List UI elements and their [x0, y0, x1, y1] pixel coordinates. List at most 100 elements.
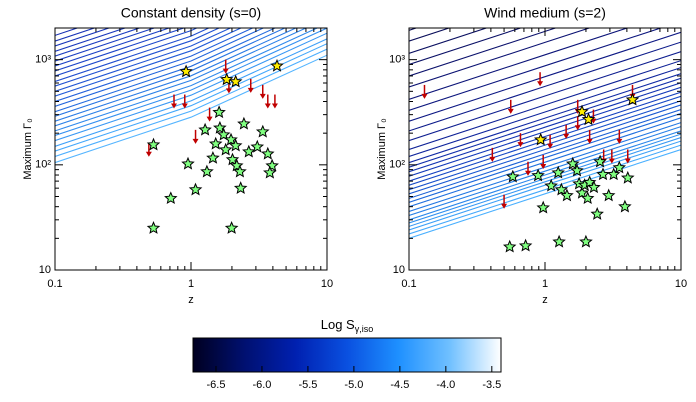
model-line — [409, 140, 681, 231]
model-line — [409, 28, 663, 111]
colorbar-tick-label: -3.5 — [482, 379, 501, 391]
chart-title: Constant density (s=0) — [121, 5, 261, 21]
x-tick-label: 1 — [542, 278, 548, 290]
star — [544, 178, 558, 192]
model-line — [409, 28, 591, 88]
star — [570, 163, 584, 177]
star — [580, 191, 595, 205]
x-tick-label: 10 — [675, 278, 687, 290]
model-line — [55, 32, 327, 142]
arrow-head — [563, 133, 570, 139]
bright-star — [625, 92, 640, 106]
bright-star — [228, 74, 243, 88]
star — [200, 164, 214, 178]
upper-limit — [264, 94, 271, 109]
x-axis-label: z — [188, 294, 194, 306]
y-axis-label: Maximum Γ₀ — [376, 118, 388, 179]
upper-limit — [507, 99, 514, 114]
model-line — [55, 28, 211, 83]
model-line — [409, 77, 681, 168]
star — [224, 221, 239, 234]
y-tick-label: 10 — [393, 264, 405, 276]
arrow-head — [421, 93, 428, 99]
arrow-head — [192, 138, 199, 144]
bright-star — [575, 104, 589, 118]
model-line — [409, 104, 681, 195]
model-line — [409, 112, 681, 203]
star — [593, 154, 607, 168]
colorbar-label-sub: γ,iso — [355, 324, 374, 334]
star — [212, 105, 226, 119]
x-tick-label: 10 — [321, 278, 333, 290]
x-tick-label: 1 — [188, 278, 194, 290]
arrow-head — [525, 170, 532, 176]
star — [146, 137, 161, 151]
bright-star — [219, 72, 234, 86]
star — [518, 238, 533, 252]
arrow-head — [271, 103, 278, 109]
star — [213, 120, 227, 134]
star — [181, 156, 195, 170]
upper-limit — [421, 84, 428, 99]
star — [579, 234, 593, 248]
upper-limit — [192, 129, 199, 144]
upper-limit — [537, 72, 544, 87]
upper-limit — [222, 59, 229, 74]
colorbar — [192, 337, 502, 373]
upper-limit — [501, 194, 508, 209]
arrow-head — [225, 88, 232, 94]
upper-limit — [624, 149, 631, 164]
upper-limit — [206, 107, 213, 122]
model-line — [55, 28, 254, 103]
model-line — [409, 133, 681, 224]
upper-limit — [616, 129, 623, 144]
star — [612, 160, 627, 174]
bright-star — [179, 64, 193, 78]
star — [206, 151, 220, 164]
star — [225, 152, 240, 166]
y-axis-label: Maximum Γ₀ — [22, 118, 34, 179]
star — [265, 158, 279, 172]
model-line — [55, 38, 327, 147]
star — [263, 165, 277, 179]
y-tick-label: 10³ — [389, 54, 405, 66]
star — [536, 200, 550, 214]
bright-star — [533, 132, 548, 146]
model-line — [409, 122, 681, 213]
upper-limit — [271, 94, 278, 109]
arrow-head — [624, 158, 631, 164]
model-line — [409, 28, 629, 100]
star — [554, 182, 569, 196]
model-line — [55, 28, 319, 132]
colorbar-tick-label: -5.5 — [298, 379, 317, 391]
x-tick-label: 0.1 — [401, 278, 416, 290]
model-line — [409, 136, 681, 227]
arrow-head — [547, 143, 554, 149]
model-line — [55, 28, 243, 97]
model-line — [55, 28, 277, 113]
upper-limit — [489, 147, 496, 162]
model-line — [55, 28, 265, 107]
star — [601, 188, 616, 202]
upper-limit — [247, 78, 254, 93]
model-line — [55, 28, 142, 57]
star — [531, 168, 545, 182]
arrow-head — [501, 203, 508, 209]
model-line — [409, 28, 489, 54]
colorbar-tick-label: -5.0 — [344, 379, 363, 391]
arrow-head — [181, 103, 188, 109]
plot-area — [409, 28, 681, 239]
star — [620, 170, 635, 184]
y-tick-label: 10 — [39, 264, 51, 276]
arrow-head — [489, 156, 496, 162]
model-line — [55, 28, 156, 62]
model-line — [55, 54, 327, 164]
star — [233, 181, 248, 194]
star — [590, 206, 604, 220]
model-line — [55, 28, 232, 92]
star — [218, 142, 233, 156]
model-line — [55, 28, 221, 87]
model-line — [409, 73, 681, 164]
model-line — [409, 41, 681, 132]
star — [208, 136, 223, 150]
